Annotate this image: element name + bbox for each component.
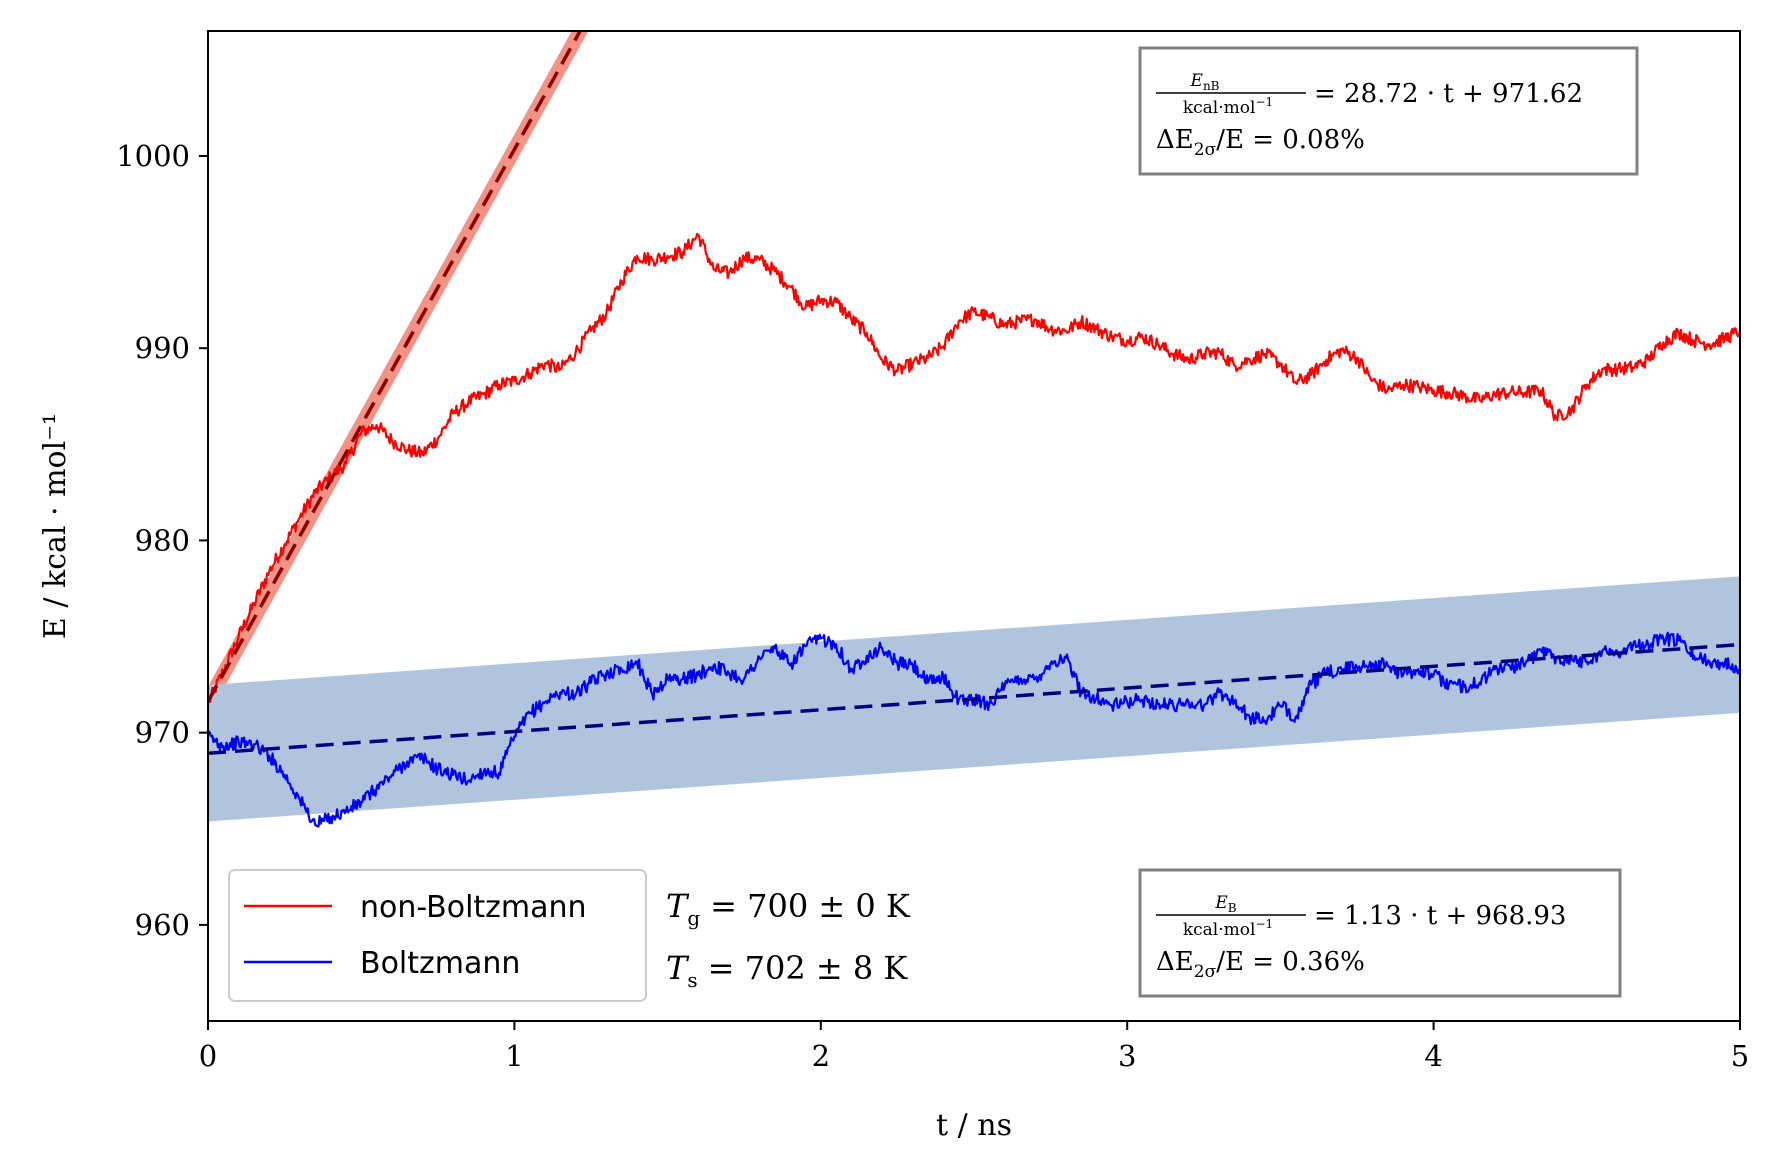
temperature-annotations: Tg = 700 ± 0 K Ts = 702 ± 8 K: [666, 887, 911, 992]
fit-line-non-boltzmann: [208, 31, 583, 703]
x-axis-label: t / ns: [936, 1108, 1012, 1143]
legend: non-Boltzmann Boltzmann: [228, 869, 647, 1002]
fit-annotation-boltzmann: EB kcal·mol−1 = 1.13 · t + 968.93 ΔE2σ/E…: [1138, 868, 1622, 998]
y-tick-label: 1000: [116, 139, 190, 173]
fit-annotation-non-boltzmann: EnB kcal·mol−1 = 28.72 · t + 971.62 ΔE2σ…: [1138, 46, 1639, 176]
annotation-bottom-equation: = 1.13 · t + 968.93: [1314, 901, 1566, 931]
temperature-gas: Tg = 700 ± 0 K: [666, 887, 911, 930]
annotation-box-bottom: [1138, 868, 1622, 998]
annotation-bottom-fraction-denominator: kcal·mol−1: [1183, 917, 1273, 940]
x-tick-label: 4: [1424, 1039, 1442, 1073]
y-axis-ticks: 960 970 980 990 1000: [116, 139, 208, 942]
x-tick-label: 5: [1731, 1039, 1749, 1073]
x-tick-label: 1: [505, 1039, 523, 1073]
series-line-non-boltzmann: [208, 232, 1740, 705]
x-axis-ticks: 0 1 2 3 4 5: [199, 1021, 1749, 1073]
annotation-top-deviation: ΔE2σ/E = 0.08%: [1156, 125, 1365, 160]
legend-label-boltzmann: Boltzmann: [360, 946, 520, 981]
y-tick-label: 990: [135, 331, 190, 365]
x-tick-label: 3: [1118, 1039, 1136, 1073]
annotation-box-top: [1138, 46, 1639, 176]
legend-label-non-boltzmann: non-Boltzmann: [360, 890, 587, 925]
fit-line-boltzmann: [208, 642, 1740, 755]
y-tick-label: 980: [135, 523, 190, 557]
x-tick-label: 0: [199, 1039, 217, 1073]
annotation-top-fraction-denominator: kcal·mol−1: [1183, 95, 1273, 118]
x-tick-label: 2: [812, 1039, 830, 1073]
annotation-bottom-fraction-numerator: EB: [1214, 893, 1236, 915]
annotation-top-equation: = 28.72 · t + 971.62: [1314, 79, 1583, 109]
y-tick-label: 970: [135, 716, 190, 750]
y-axis-label: E / kcal · mol⁻¹: [38, 413, 73, 639]
fit-band-non-boltzmann: [208, 31, 589, 717]
annotation-top-fraction-numerator: EnB: [1190, 71, 1220, 93]
temperature-system: Ts = 702 ± 8 K: [666, 949, 908, 992]
plot-frame: [207, 30, 1741, 1022]
fit-lines: [208, 31, 1740, 755]
annotation-bottom-deviation: ΔE2σ/E = 0.36%: [1156, 947, 1365, 982]
y-tick-label: 960: [135, 908, 190, 942]
legend-box: [228, 869, 647, 1002]
